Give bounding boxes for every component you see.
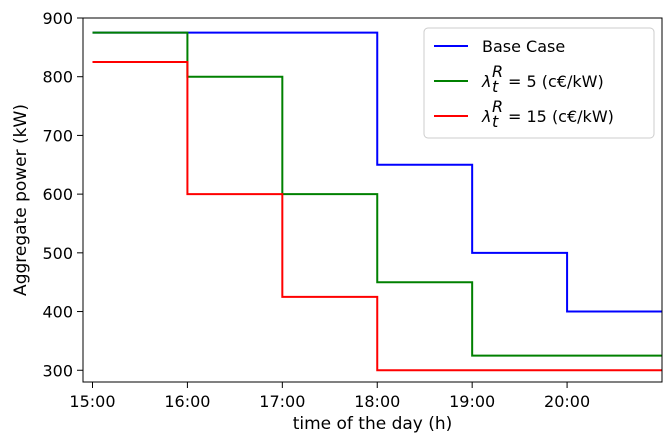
x-tick-label: 20:00 xyxy=(544,392,590,411)
y-tick-label: 900 xyxy=(42,9,73,28)
legend-symbol-sup: R xyxy=(492,62,503,81)
x-tick-label: 18:00 xyxy=(354,392,400,411)
legend-label: = 15 (c€/kW) xyxy=(508,107,614,126)
y-tick-label: 600 xyxy=(42,185,73,204)
x-tick-label: 16:00 xyxy=(164,392,210,411)
legend-symbol-lambda: λ xyxy=(481,72,491,91)
x-axis: 15:00 16:00 17:00 18:00 19:00 20:00 xyxy=(69,382,590,411)
legend-box xyxy=(423,27,655,139)
series-line-1 xyxy=(92,31,662,313)
y-tick-label: 800 xyxy=(42,68,73,87)
y-tick-label: 400 xyxy=(42,303,73,322)
x-tick-label: 17:00 xyxy=(259,392,305,411)
x-tick-label: 19:00 xyxy=(449,392,495,411)
x-axis-title: time of the day (h) xyxy=(293,414,453,434)
legend-symbol-sub: t xyxy=(492,77,499,96)
legend-entry: λ tR = 15 (c€/kW) xyxy=(481,97,614,131)
x-tick-label: 15:00 xyxy=(69,392,115,411)
legend-symbol-sub: t xyxy=(492,112,499,131)
series-layer xyxy=(92,31,662,372)
y-tick-label: 300 xyxy=(42,361,73,380)
y-axis-title: Aggregate power (kW) xyxy=(11,104,31,296)
y-tick-label: 500 xyxy=(42,244,73,263)
legend-label: Base Case xyxy=(482,37,565,56)
legend-entry: λ tR = 5 (c€/kW) xyxy=(481,62,604,96)
y-tick-label: 700 xyxy=(42,126,73,145)
legend-symbol-sup: R xyxy=(492,97,503,116)
legend-label: = 5 (c€/kW) xyxy=(508,72,604,91)
series-line-3 xyxy=(92,61,662,372)
legend-symbol-lambda: λ xyxy=(481,107,491,126)
y-axis: 300 400 500 600 700 800 900 xyxy=(42,9,83,380)
plot-frame xyxy=(82,17,663,383)
